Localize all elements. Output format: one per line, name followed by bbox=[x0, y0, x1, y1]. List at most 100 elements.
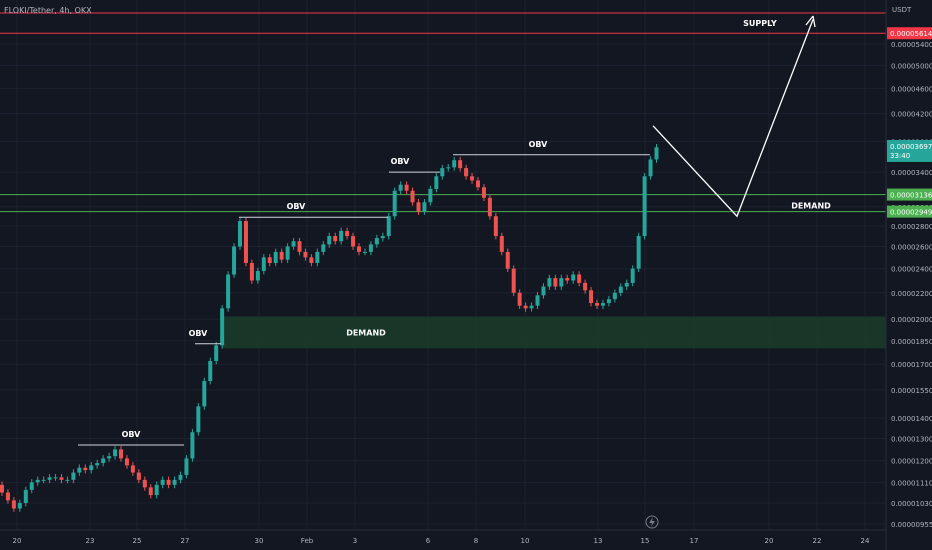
candle-body bbox=[238, 221, 242, 247]
price-tick-label: 0.00001850 bbox=[891, 338, 932, 346]
candle-body bbox=[243, 221, 248, 263]
symbol-title: FLOKI/Tether, 4h, OKX bbox=[4, 6, 92, 15]
candle-body bbox=[422, 202, 427, 212]
candle-body bbox=[618, 286, 623, 293]
candle-body bbox=[523, 305, 528, 309]
candle-body bbox=[95, 463, 100, 466]
candle-body bbox=[630, 268, 635, 283]
candle-body bbox=[303, 251, 308, 258]
candle-body bbox=[404, 184, 409, 191]
candle-body bbox=[612, 292, 617, 300]
candle-body bbox=[71, 472, 76, 480]
candle-body bbox=[654, 147, 659, 160]
time-tick-label: 3 bbox=[353, 537, 357, 545]
candle-body bbox=[368, 244, 373, 252]
demand-zone-label: DEMAND bbox=[346, 328, 386, 337]
candle-body bbox=[398, 184, 403, 191]
candle-body bbox=[571, 274, 576, 281]
candle-body bbox=[124, 458, 129, 466]
candle-body bbox=[458, 160, 463, 169]
candle-body bbox=[47, 477, 52, 480]
candle-body bbox=[511, 268, 516, 293]
candle-body bbox=[89, 465, 94, 471]
candle-body bbox=[606, 299, 611, 304]
projection-arrowhead bbox=[805, 15, 816, 28]
obv-annotations: OBV OBV OBV OBV OBV bbox=[78, 140, 650, 446]
price-tick-label: 0.00004600 bbox=[891, 85, 932, 93]
price-badge bbox=[887, 27, 932, 40]
candle-body bbox=[255, 270, 260, 281]
candle-body bbox=[214, 345, 219, 361]
candle-body bbox=[374, 238, 379, 245]
price-axis[interactable]: 0.00005400 0.00005000 0.00004600 0.00004200… bbox=[891, 41, 932, 529]
price-tick-label: 0.00001030 bbox=[891, 500, 932, 508]
candle-body bbox=[29, 482, 34, 490]
price-tick-label: 0.00002200 bbox=[891, 290, 932, 298]
time-tick-label: 8 bbox=[474, 537, 478, 545]
candle-body bbox=[113, 449, 118, 457]
candle-body bbox=[190, 432, 195, 459]
price-tick-label: 0.00001400 bbox=[891, 415, 932, 423]
price-tick-label: 0.00002600 bbox=[891, 244, 932, 252]
candle-body bbox=[440, 168, 445, 177]
time-tick-label: 30 bbox=[255, 537, 264, 545]
candle-body bbox=[648, 159, 653, 177]
candle-body bbox=[273, 251, 278, 263]
candle-body bbox=[267, 257, 272, 263]
price-tick-label: 0.00004200 bbox=[891, 111, 932, 119]
candle-body bbox=[226, 274, 231, 309]
demand-zone bbox=[222, 316, 886, 349]
candle-body bbox=[220, 308, 225, 346]
price-tick-label: 0.00005000 bbox=[891, 62, 932, 70]
price-badge bbox=[887, 188, 932, 201]
candle-body bbox=[315, 251, 320, 263]
price-badge-text: 0.00002949 bbox=[890, 209, 932, 217]
candle-body bbox=[148, 487, 153, 496]
candle-body bbox=[499, 236, 504, 252]
candle-body bbox=[428, 188, 433, 203]
price-tick-label: 0.00001700 bbox=[891, 361, 932, 369]
candle-body bbox=[53, 477, 58, 479]
time-tick-label: 20 bbox=[765, 537, 774, 545]
candle-body bbox=[333, 236, 338, 242]
time-axis[interactable]: 20 23 25 27 30 Feb 3 6 8 10 13 15 17 20 22 24 bbox=[13, 537, 870, 545]
candle-body bbox=[547, 278, 552, 287]
candle-body bbox=[35, 479, 40, 483]
candle-body bbox=[386, 216, 391, 237]
candle-body bbox=[577, 274, 582, 283]
candle-body bbox=[642, 176, 647, 237]
candle-body bbox=[470, 176, 475, 181]
candle-body bbox=[535, 295, 540, 306]
obv-label: OBV bbox=[122, 430, 142, 439]
time-tick-label: 20 bbox=[13, 537, 22, 545]
projection-path bbox=[652, 15, 816, 218]
projection-line bbox=[652, 19, 814, 218]
time-tick-label: 17 bbox=[690, 537, 699, 545]
candle-body bbox=[119, 449, 123, 459]
candle-body bbox=[249, 262, 254, 281]
price-tick-label: 0.00001300 bbox=[891, 436, 932, 444]
candle-body bbox=[83, 467, 88, 471]
candle-body bbox=[339, 230, 344, 242]
candle-body bbox=[178, 474, 183, 480]
candle-body bbox=[136, 472, 141, 480]
candle-body bbox=[392, 190, 397, 217]
candlestick-series bbox=[0, 143, 659, 512]
candle-body bbox=[5, 492, 10, 501]
candle-body bbox=[446, 167, 451, 169]
candle-body bbox=[624, 282, 629, 287]
lightning-icon[interactable] bbox=[645, 515, 659, 529]
time-tick-label: 24 bbox=[861, 537, 870, 545]
time-tick-label: 10 bbox=[521, 537, 530, 545]
candle-body bbox=[285, 246, 290, 260]
candle-body bbox=[166, 479, 171, 485]
time-tick-label: 25 bbox=[133, 537, 142, 545]
time-tick-label: 27 bbox=[181, 537, 190, 545]
candle-body bbox=[41, 479, 46, 481]
candle-body bbox=[529, 305, 534, 309]
candle-body bbox=[481, 187, 486, 198]
candle-body bbox=[291, 241, 296, 247]
candle-body bbox=[559, 278, 564, 287]
candle-body bbox=[589, 290, 594, 304]
